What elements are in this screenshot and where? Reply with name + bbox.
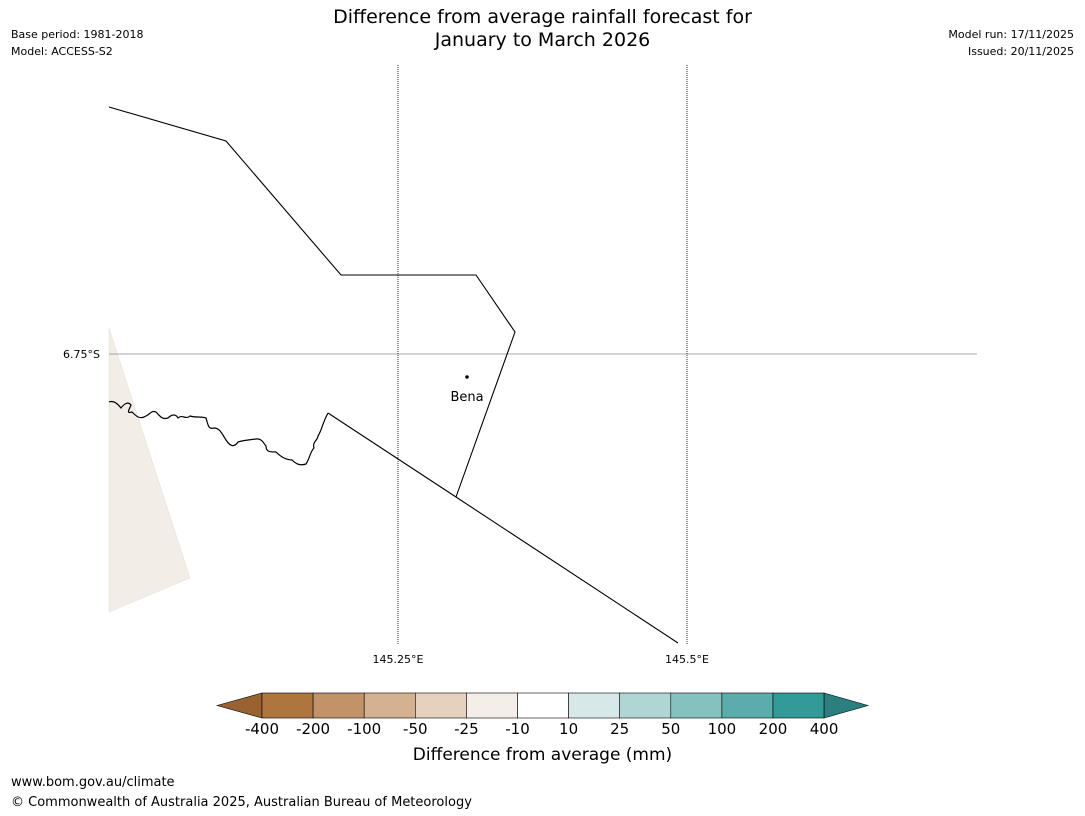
- colorbar-tick-label: -50: [403, 720, 428, 738]
- map-title: Difference from average rainfall forecas…: [0, 6, 1085, 52]
- colorbar-tick-label: 200: [758, 720, 788, 738]
- colorbar-segment: [414, 692, 467, 719]
- colorbar-segment: [772, 692, 825, 719]
- colorbar-tick-label: -200: [296, 720, 331, 738]
- title-line-1: Difference from average rainfall forecas…: [333, 6, 752, 28]
- footer-copyright: © Commonwealth of Australia 2025, Austra…: [11, 795, 472, 810]
- longitude-label-145-25: 145.25°E: [373, 653, 424, 666]
- land-area: [108, 327, 191, 613]
- colorbar-segment: [312, 692, 365, 719]
- colorbar-tick-label: -400: [244, 720, 280, 738]
- colorbar-tick-label: -10: [505, 720, 530, 738]
- title-line-2: January to March 2026: [434, 29, 651, 51]
- colorbar-segment: [466, 692, 518, 719]
- footer-url[interactable]: www.bom.gov.au/climate: [11, 775, 175, 790]
- province-boundary-south: [327, 412, 679, 644]
- colorbar-extend-low: [215, 692, 263, 719]
- colorbar-title: Difference from average (mm): [412, 745, 673, 765]
- colorbar-segment: [363, 692, 416, 719]
- metadata-left: Base period: 1981-2018 Model: ACCESS-S2: [11, 26, 143, 60]
- colorbar-tick-label: -25: [454, 720, 479, 738]
- colorbar-segment: [261, 692, 314, 719]
- base-period: Base period: 1981-2018: [11, 28, 144, 41]
- coastline: [108, 400, 329, 466]
- metadata-right: Model run: 17/11/2025 Issued: 20/11/2025: [948, 26, 1074, 60]
- colorbar-segment: [670, 692, 723, 719]
- issued-date: Issued: 20/11/2025: [967, 45, 1074, 58]
- colorbar-extend-high: [823, 692, 870, 719]
- colorbar-tick-label: -100: [347, 720, 382, 738]
- colorbar-tick-label: 25: [610, 720, 630, 738]
- town-marker-bena: [465, 375, 469, 379]
- colorbar-tick-label: 400: [809, 720, 839, 738]
- colorbar-segment: [568, 692, 620, 719]
- province-boundary-north: [108, 106, 516, 498]
- colorbar-tick-label: 100: [707, 720, 737, 738]
- colorbar-segment: [721, 692, 774, 719]
- longitude-label-145-5: 145.5°E: [665, 653, 709, 666]
- model-run: Model run: 17/11/2025: [948, 28, 1074, 41]
- colorbar-tick-label: 50: [661, 720, 681, 738]
- colorbar-tick-label: 10: [559, 720, 579, 738]
- colorbar-segment: [619, 692, 672, 719]
- model-name: Model: ACCESS-S2: [11, 45, 113, 58]
- town-label-bena: Bena: [450, 390, 483, 405]
- colorbar-segment: [517, 692, 569, 719]
- colorbar: [215, 692, 870, 719]
- latitude-label: 6.75°S: [63, 348, 100, 361]
